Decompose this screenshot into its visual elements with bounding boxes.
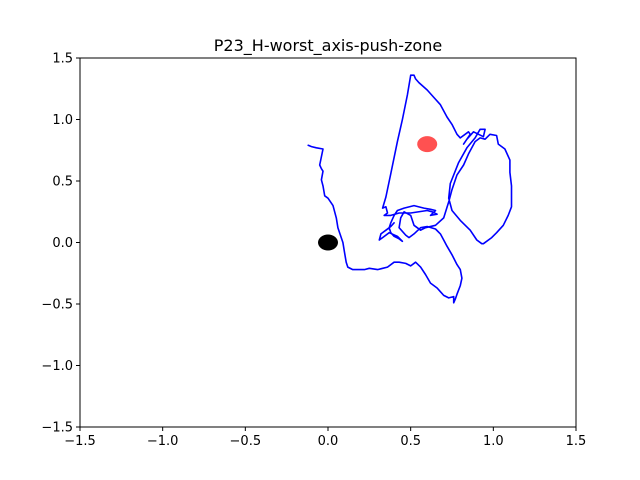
marker-layer bbox=[318, 136, 438, 251]
goal-marker bbox=[417, 136, 438, 153]
x-tick-label: 0.0 bbox=[318, 434, 339, 449]
series-layer bbox=[307, 74, 513, 304]
y-tick-label: −1.0 bbox=[41, 359, 73, 374]
y-axis-ticks: −1.5 −1.0 −0.5 0.0 0.5 1.0 1.5 bbox=[41, 52, 80, 436]
y-tick-label: 1.0 bbox=[52, 113, 73, 128]
x-tick-label: 1.5 bbox=[566, 434, 587, 449]
chart-title: P23_H-worst_axis-push-zone bbox=[214, 36, 442, 56]
y-tick-label: −1.5 bbox=[41, 421, 73, 436]
y-tick-label: 0.5 bbox=[52, 175, 73, 190]
x-axis-ticks: −1.5 −1.0 −0.5 0.0 0.5 1.0 1.5 bbox=[64, 427, 586, 449]
x-tick-label: 1.0 bbox=[483, 434, 504, 449]
x-tick-label: −0.5 bbox=[230, 434, 262, 449]
y-tick-label: 1.5 bbox=[52, 52, 73, 67]
start-marker bbox=[318, 234, 338, 251]
y-tick-label: −0.5 bbox=[41, 298, 73, 313]
y-tick-label: 0.0 bbox=[52, 236, 73, 251]
x-tick-label: 0.5 bbox=[400, 434, 421, 449]
x-tick-label: −1.0 bbox=[147, 434, 179, 449]
x-tick-label: −1.5 bbox=[64, 434, 96, 449]
trajectory-line-0 bbox=[307, 74, 513, 304]
